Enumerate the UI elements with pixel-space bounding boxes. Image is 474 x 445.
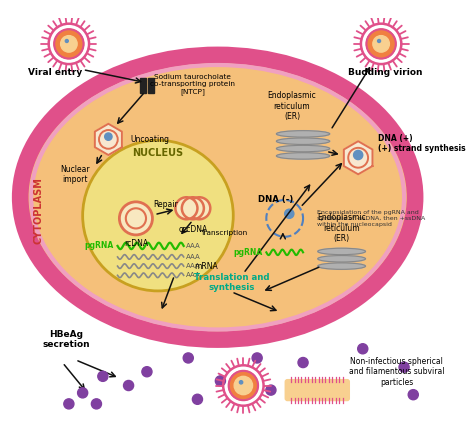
Ellipse shape: [276, 146, 330, 152]
Circle shape: [124, 380, 134, 391]
Text: DNA (+)
(+) strand synthesis: DNA (+) (+) strand synthesis: [378, 134, 466, 154]
Circle shape: [234, 376, 253, 395]
Text: AAA: AAA: [185, 272, 200, 278]
Text: Viral entry: Viral entry: [28, 68, 82, 77]
Circle shape: [266, 385, 276, 395]
Text: DNA (-): DNA (-): [258, 195, 293, 204]
Text: NUCLEUS: NUCLEUS: [132, 148, 183, 158]
Circle shape: [239, 380, 243, 384]
Text: Sodium taurocholate
co-transporting protein
[NTCP]: Sodium taurocholate co-transporting prot…: [150, 74, 236, 95]
Circle shape: [61, 36, 77, 52]
Circle shape: [366, 29, 396, 59]
Text: Nuclear
import: Nuclear import: [61, 165, 90, 184]
Circle shape: [285, 209, 294, 218]
Text: Encapsidation of the pgRNA and
synthesis of -ssDNA, then +ssDNA
within the nucle: Encapsidation of the pgRNA and synthesis…: [317, 210, 425, 227]
Ellipse shape: [276, 138, 330, 145]
Circle shape: [105, 133, 112, 140]
Circle shape: [354, 150, 363, 160]
Circle shape: [408, 390, 419, 400]
Text: HBeAg
secretion: HBeAg secretion: [42, 330, 90, 349]
Circle shape: [228, 371, 258, 400]
Text: Uncoating: Uncoating: [130, 135, 169, 144]
Text: Non-infectious spherical
and filamentous subviral
particles: Non-infectious spherical and filamentous…: [349, 357, 445, 387]
Text: Endoplasmic
reticulum
(ER): Endoplasmic reticulum (ER): [317, 213, 366, 243]
Circle shape: [65, 40, 68, 42]
Circle shape: [175, 197, 198, 219]
Text: Budding virion: Budding virion: [348, 68, 423, 77]
Circle shape: [91, 399, 101, 409]
Ellipse shape: [318, 263, 365, 269]
Circle shape: [192, 394, 202, 405]
Circle shape: [183, 353, 193, 363]
Bar: [139, 78, 146, 93]
Text: Endoplasmic
reticulum
(ER): Endoplasmic reticulum (ER): [268, 91, 317, 121]
Text: AAA: AAA: [185, 254, 200, 260]
Circle shape: [358, 344, 368, 354]
Text: pgRNA: pgRNA: [233, 248, 263, 257]
Bar: [148, 78, 154, 93]
Text: AAA: AAA: [185, 263, 200, 269]
Circle shape: [348, 148, 368, 168]
Text: Translation and
synthesis: Translation and synthesis: [194, 273, 269, 292]
Circle shape: [99, 130, 118, 149]
FancyBboxPatch shape: [286, 380, 349, 400]
Circle shape: [54, 29, 83, 59]
Text: cccDNA: cccDNA: [178, 225, 208, 234]
Text: CYTOPLASM: CYTOPLASM: [34, 178, 44, 244]
Text: Repair: Repair: [153, 200, 178, 209]
Ellipse shape: [276, 153, 330, 159]
Circle shape: [64, 399, 74, 409]
Text: pgRNA: pgRNA: [85, 242, 114, 251]
Circle shape: [399, 362, 409, 372]
Circle shape: [142, 367, 152, 377]
Text: AAA: AAA: [185, 243, 200, 249]
Ellipse shape: [276, 131, 330, 137]
Circle shape: [378, 40, 381, 42]
Text: mRNA: mRNA: [195, 262, 219, 271]
Ellipse shape: [318, 255, 365, 262]
Circle shape: [119, 202, 153, 235]
Polygon shape: [344, 141, 373, 174]
Circle shape: [182, 197, 204, 219]
Circle shape: [82, 140, 233, 291]
Ellipse shape: [20, 55, 415, 340]
Circle shape: [215, 376, 226, 386]
Circle shape: [252, 353, 262, 363]
Ellipse shape: [318, 248, 365, 255]
Circle shape: [98, 371, 108, 381]
Circle shape: [78, 388, 88, 398]
Circle shape: [188, 197, 210, 219]
Circle shape: [373, 36, 389, 52]
Text: rcDNA: rcDNA: [124, 239, 148, 248]
Text: Transcription: Transcription: [200, 230, 247, 236]
Polygon shape: [95, 124, 122, 155]
Circle shape: [298, 357, 308, 368]
